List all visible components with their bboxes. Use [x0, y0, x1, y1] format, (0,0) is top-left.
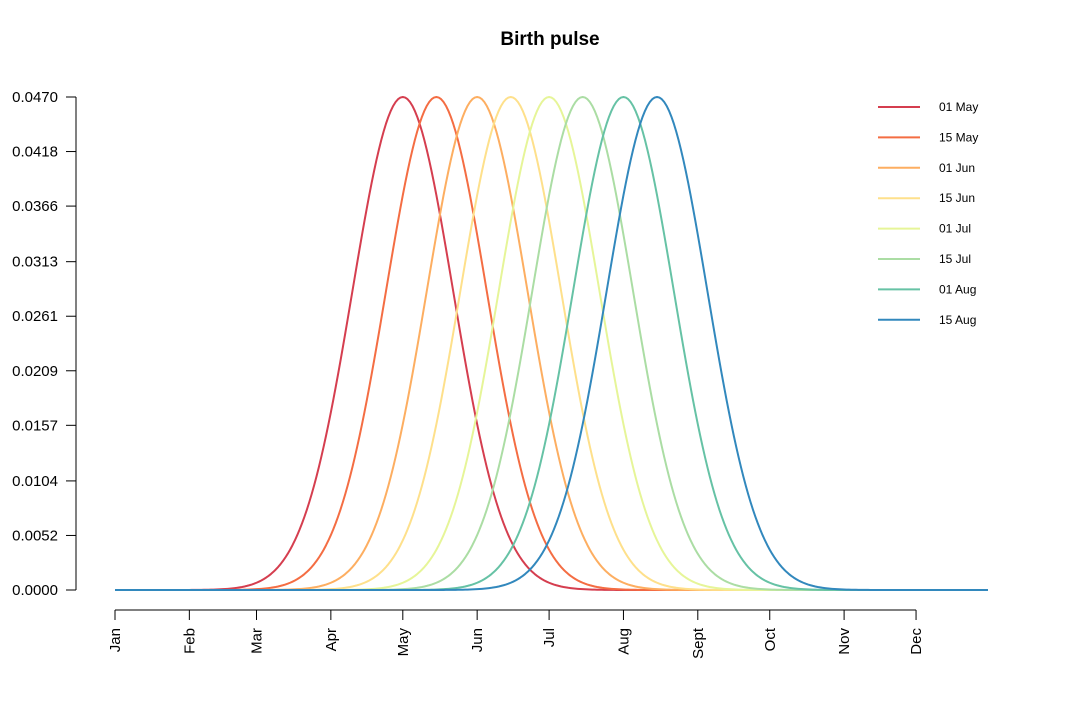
legend-label: 01 Aug [939, 282, 976, 296]
y-tick-label: 0.0418 [12, 144, 58, 161]
series-line-15-may [115, 96, 988, 591]
x-tick-label: Feb [181, 628, 198, 654]
y-tick-label: 0.0366 [12, 198, 58, 215]
x-tick-label: Jan [107, 628, 124, 652]
x-tick-label: Jul [541, 628, 558, 647]
legend-label: 15 Jul [939, 252, 971, 266]
x-tick-label: Mar [249, 628, 266, 654]
legend-label: 01 Jul [939, 222, 971, 236]
y-tick-label: 0.0052 [12, 527, 58, 544]
legend-label: 01 Jun [939, 161, 975, 175]
x-tick-label: Nov [836, 628, 853, 655]
legend-label: 15 May [939, 130, 978, 144]
legend: 01 May 15 May 01 Jun 15 Jun 01 Jul 15 Jul 01 A… [878, 100, 978, 327]
y-tick-label: 0.0104 [12, 473, 58, 490]
legend-label: 01 May [939, 100, 978, 114]
y-tick-label: 0.0313 [12, 254, 58, 271]
series-line-15-aug [115, 96, 988, 591]
y-tick-label: 0.0261 [12, 308, 58, 325]
y-tick-label: 0.0209 [12, 363, 58, 380]
x-tick-label: Sept [690, 627, 707, 659]
series-line-15-jul [115, 96, 988, 591]
series-line-15-jun [115, 96, 988, 591]
legend-label: 15 Aug [939, 313, 976, 327]
y-tick-label: 0.0000 [12, 582, 58, 599]
x-tick-label: Apr [323, 628, 340, 651]
chart-title: Birth pulse [500, 29, 599, 50]
x-tick-label: Oct [762, 627, 779, 651]
y-axis: 0.0000 0.0052 0.0104 0.0157 0.0209 0.0261 0.03… [12, 89, 77, 599]
x-tick-label: Dec [908, 628, 925, 655]
series-line-01-jun [115, 96, 988, 591]
y-tick-label: 0.0157 [12, 417, 58, 434]
y-tick-label: 0.0470 [12, 89, 58, 106]
legend-label: 15 Jun [939, 191, 975, 205]
x-tick-label: May [395, 628, 412, 657]
x-tick-label: Aug [615, 628, 632, 655]
series-line-01-may [115, 96, 988, 591]
series-lines [115, 96, 988, 591]
x-axis: Jan Feb Mar Apr May Jun Jul Aug Sept Oct Nov Dec [107, 609, 925, 659]
series-line-01-jul [115, 96, 988, 591]
x-tick-label: Jun [469, 628, 486, 652]
series-line-01-aug [115, 96, 988, 591]
